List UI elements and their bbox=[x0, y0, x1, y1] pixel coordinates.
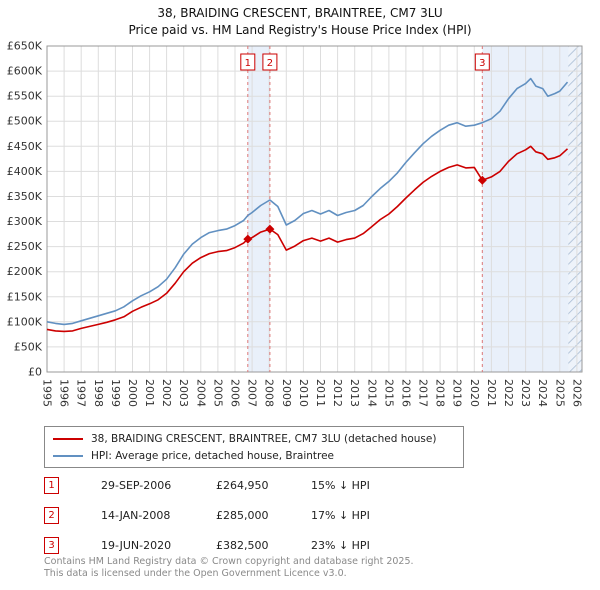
sale-date: 19-JUN-2020 bbox=[101, 538, 172, 552]
svg-text:2025: 2025 bbox=[553, 379, 566, 407]
svg-text:£500K: £500K bbox=[7, 115, 43, 128]
sale-vs-hpi: 17% ↓ HPI bbox=[311, 508, 370, 522]
footer: Contains HM Land Registry data © Crown c… bbox=[44, 556, 414, 579]
page-title: 38, BRAIDING CRESCENT, BRAINTREE, CM7 3L… bbox=[157, 6, 443, 20]
sale-price: £264,950 bbox=[216, 478, 269, 492]
svg-text:2003: 2003 bbox=[177, 379, 190, 407]
svg-text:2002: 2002 bbox=[160, 379, 173, 407]
svg-text:2011: 2011 bbox=[314, 379, 327, 407]
svg-text:2023: 2023 bbox=[519, 379, 532, 407]
svg-text:£0: £0 bbox=[28, 366, 42, 379]
sale-vs-hpi: 23% ↓ HPI bbox=[311, 538, 370, 552]
footer-line-2: This data is licensed under the Open Gov… bbox=[44, 567, 347, 579]
svg-text:2016: 2016 bbox=[399, 379, 412, 407]
property-line-swatch bbox=[53, 437, 83, 440]
sale-price: £382,500 bbox=[216, 538, 269, 552]
svg-text:2000: 2000 bbox=[126, 379, 139, 407]
sale-number-badge: 2 bbox=[44, 506, 59, 524]
svg-text:2007: 2007 bbox=[246, 379, 259, 407]
chart-svg: £0 £50K £100K £150K £200K £250K £300K £350K £400… bbox=[7, 40, 584, 408]
svg-text:2019: 2019 bbox=[451, 379, 464, 407]
svg-text:2006: 2006 bbox=[229, 379, 242, 407]
sale-row: 3 19-JUN-2020 £382,500 23% ↓ HPI bbox=[44, 530, 564, 560]
svg-text:2013: 2013 bbox=[348, 379, 361, 407]
svg-text:1: 1 bbox=[245, 58, 251, 69]
sale-row: 2 14-JAN-2008 £285,000 17% ↓ HPI bbox=[44, 500, 564, 530]
svg-text:£100K: £100K bbox=[7, 315, 43, 328]
svg-text:2026: 2026 bbox=[570, 379, 583, 407]
svg-text:£200K: £200K bbox=[7, 265, 43, 278]
svg-text:2021: 2021 bbox=[485, 379, 498, 407]
svg-text:2022: 2022 bbox=[502, 379, 515, 407]
legend-label-property: 38, BRAIDING CRESCENT, BRAINTREE, CM7 3L… bbox=[91, 432, 437, 445]
svg-text:2010: 2010 bbox=[297, 379, 310, 407]
svg-text:£650K: £650K bbox=[7, 40, 43, 53]
svg-text:2004: 2004 bbox=[194, 379, 207, 407]
svg-text:£400K: £400K bbox=[7, 165, 43, 178]
svg-text:2024: 2024 bbox=[536, 379, 549, 407]
svg-text:£600K: £600K bbox=[7, 65, 43, 78]
svg-text:2009: 2009 bbox=[280, 379, 293, 407]
price-chart: £0 £50K £100K £150K £200K £250K £300K £350K £400… bbox=[0, 40, 600, 418]
legend-item-hpi: HPI: Average price, detached house, Brai… bbox=[53, 447, 455, 464]
svg-text:2012: 2012 bbox=[331, 379, 344, 407]
svg-text:£550K: £550K bbox=[7, 90, 43, 103]
legend-label-hpi: HPI: Average price, detached house, Brai… bbox=[91, 449, 335, 462]
svg-text:2001: 2001 bbox=[143, 379, 156, 407]
sale-date: 29-SEP-2006 bbox=[101, 478, 172, 492]
svg-text:£150K: £150K bbox=[7, 290, 43, 303]
sale-vs-hpi: 15% ↓ HPI bbox=[311, 478, 370, 492]
svg-text:3: 3 bbox=[479, 58, 485, 69]
sales-table: 1 29-SEP-2006 £264,950 15% ↓ HPI 2 14-JA… bbox=[44, 470, 564, 560]
sale-date: 14-JAN-2008 bbox=[101, 508, 171, 522]
svg-text:£450K: £450K bbox=[7, 140, 43, 153]
svg-text:1995: 1995 bbox=[41, 379, 54, 407]
svg-text:£250K: £250K bbox=[7, 240, 43, 253]
svg-text:1996: 1996 bbox=[58, 379, 71, 407]
svg-text:£300K: £300K bbox=[7, 215, 43, 228]
svg-text:£350K: £350K bbox=[7, 190, 43, 203]
svg-text:1999: 1999 bbox=[109, 379, 122, 407]
svg-text:2015: 2015 bbox=[382, 379, 395, 407]
svg-text:2005: 2005 bbox=[211, 379, 224, 407]
svg-text:2008: 2008 bbox=[263, 379, 276, 407]
legend-item-property: 38, BRAIDING CRESCENT, BRAINTREE, CM7 3L… bbox=[53, 430, 455, 447]
sale-number-badge: 1 bbox=[44, 476, 59, 494]
svg-text:1998: 1998 bbox=[92, 379, 105, 407]
svg-text:2018: 2018 bbox=[434, 379, 447, 407]
svg-text:2014: 2014 bbox=[365, 379, 378, 407]
svg-text:1997: 1997 bbox=[75, 379, 88, 407]
sale-price: £285,000 bbox=[216, 508, 269, 522]
svg-text:2017: 2017 bbox=[417, 379, 430, 407]
svg-text:2: 2 bbox=[267, 58, 273, 69]
legend: 38, BRAIDING CRESCENT, BRAINTREE, CM7 3L… bbox=[44, 426, 464, 468]
sale-number-badge: 3 bbox=[44, 536, 59, 554]
sale-row: 1 29-SEP-2006 £264,950 15% ↓ HPI bbox=[44, 470, 564, 500]
svg-text:2020: 2020 bbox=[468, 379, 481, 407]
hpi-line-swatch bbox=[53, 454, 83, 457]
svg-text:£50K: £50K bbox=[14, 340, 43, 353]
page-subtitle: Price paid vs. HM Land Registry's House … bbox=[128, 23, 472, 37]
footer-line-1: Contains HM Land Registry data © Crown c… bbox=[44, 556, 414, 567]
